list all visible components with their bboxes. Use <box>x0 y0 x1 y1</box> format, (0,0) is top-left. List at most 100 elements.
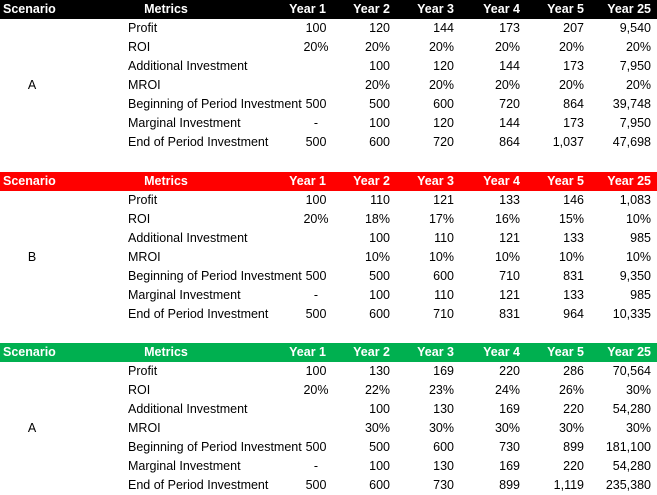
scenario-table: Scenario Metrics Year 1 Year 2 Year 3 Ye… <box>0 172 657 324</box>
value-cell: 600 <box>369 135 390 149</box>
header-year-25: Year 25 <box>607 174 651 188</box>
value-cell: 10% <box>494 250 520 264</box>
value-cell: 133 <box>499 193 520 207</box>
value-cell: 15% <box>558 212 584 226</box>
value-cell: 173 <box>563 116 584 130</box>
scenario-cell <box>0 305 62 324</box>
value-cell: 500 <box>305 440 327 454</box>
value-cell: 10% <box>625 250 651 264</box>
value-cell: 710 <box>433 307 454 321</box>
value-cell: 30% <box>364 421 390 435</box>
value-cell: 220 <box>499 364 520 378</box>
value-cell: 30% <box>625 421 651 435</box>
value-cell: 20% <box>428 40 454 54</box>
header-year-4: Year 4 <box>483 345 520 359</box>
header-year-5: Year 5 <box>547 174 584 188</box>
header-year-1: Year 1 <box>289 345 326 359</box>
value-cell: 100 <box>369 288 390 302</box>
metric-label: Profit <box>128 193 158 207</box>
scenario-cell <box>0 19 62 38</box>
scenario-table-3: Scenario Metrics Year 1 Year 2 Year 3 Ye… <box>0 343 657 495</box>
value-cell: 130 <box>369 364 390 378</box>
value-cell: 864 <box>563 97 584 111</box>
scenario-cell <box>0 400 62 419</box>
value-cell: - <box>313 288 319 302</box>
value-cell: - <box>313 459 319 473</box>
value-cell: 17% <box>428 212 454 226</box>
value-cell <box>270 57 332 76</box>
value-cell: 600 <box>369 307 390 321</box>
metric-label: ROI <box>128 383 151 397</box>
value-cell: 130 <box>433 459 454 473</box>
table-row: Beginning of Period Investment 500 500 6… <box>0 438 657 457</box>
table-header-row: Scenario Metrics Year 1 Year 2 Year 3 Ye… <box>0 0 657 19</box>
metric-label: Beginning of Period Investment <box>128 97 302 111</box>
value-cell: 985 <box>630 231 651 245</box>
value-cell: 100 <box>305 364 327 378</box>
header-year-2: Year 2 <box>353 2 390 16</box>
scenario-label: A <box>27 421 37 435</box>
header-year-5: Year 5 <box>547 345 584 359</box>
value-cell: 181,100 <box>605 440 651 454</box>
scenario-cell <box>0 229 62 248</box>
scenario-table: Scenario Metrics Year 1 Year 2 Year 3 Ye… <box>0 0 657 152</box>
value-cell: 121 <box>499 288 520 302</box>
scenario-cell <box>0 95 62 114</box>
value-cell: 600 <box>433 440 454 454</box>
metric-label: Profit <box>128 21 158 35</box>
table-row: Beginning of Period Investment 500 500 6… <box>0 95 657 114</box>
value-cell: 20% <box>428 78 454 92</box>
scenario-cell <box>0 267 62 286</box>
table-row: ROI 20% 22% 23% 24% 26% 30% <box>0 381 657 400</box>
table-row: Additional Investment 100 120 144 173 7,… <box>0 57 657 76</box>
table-row: Profit 100 110 121 133 146 1,083 <box>0 191 657 210</box>
value-cell: 7,950 <box>619 59 651 73</box>
value-cell: 20% <box>558 40 584 54</box>
metric-label: Marginal Investment <box>128 459 241 473</box>
value-cell: 22% <box>364 383 390 397</box>
scenario-table-2: Scenario Metrics Year 1 Year 2 Year 3 Ye… <box>0 172 657 324</box>
value-cell: 864 <box>499 135 520 149</box>
table-row: Additional Investment 100 130 169 220 54… <box>0 400 657 419</box>
scenario-cell <box>0 38 62 57</box>
value-cell: 899 <box>563 440 584 454</box>
value-cell: 173 <box>563 59 584 73</box>
value-cell: 30% <box>494 421 520 435</box>
table-row: End of Period Investment 500 600 730 899… <box>0 476 657 495</box>
value-cell: 235,380 <box>605 478 651 492</box>
metric-label: Beginning of Period Investment <box>128 269 302 283</box>
value-cell: 9,540 <box>619 21 651 35</box>
value-cell: 500 <box>305 135 327 149</box>
value-cell: 110 <box>434 231 454 245</box>
value-cell: - <box>313 116 319 130</box>
header-year-3: Year 3 <box>417 174 454 188</box>
value-cell: 20% <box>494 40 520 54</box>
table-row: ROI 20% 18% 17% 16% 15% 10% <box>0 210 657 229</box>
table-header-row: Scenario Metrics Year 1 Year 2 Year 3 Ye… <box>0 172 657 191</box>
scenario-table-1: Scenario Metrics Year 1 Year 2 Year 3 Ye… <box>0 0 657 152</box>
value-cell: 120 <box>433 116 454 130</box>
header-year-1: Year 1 <box>289 2 326 16</box>
scenario-cell <box>0 57 62 76</box>
value-cell: 500 <box>305 97 327 111</box>
scenario-cell <box>0 210 62 229</box>
scenario-cell <box>0 133 62 152</box>
header-year-2: Year 2 <box>353 174 390 188</box>
value-cell: 20% <box>303 383 329 397</box>
header-year-2: Year 2 <box>353 345 390 359</box>
value-cell: 47,698 <box>612 135 651 149</box>
value-cell: 121 <box>433 193 454 207</box>
value-cell: 500 <box>305 269 327 283</box>
value-cell: 600 <box>433 269 454 283</box>
value-cell: 100 <box>369 59 390 73</box>
value-cell: 730 <box>433 478 454 492</box>
value-cell <box>270 400 332 419</box>
value-cell: 500 <box>369 97 390 111</box>
value-cell: 20% <box>494 78 520 92</box>
value-cell: 500 <box>305 478 327 492</box>
metric-label: End of Period Investment <box>128 135 269 149</box>
value-cell: 169 <box>499 402 520 416</box>
value-cell: 54,280 <box>612 459 651 473</box>
value-cell: 710 <box>499 269 520 283</box>
header-year-3: Year 3 <box>417 2 454 16</box>
